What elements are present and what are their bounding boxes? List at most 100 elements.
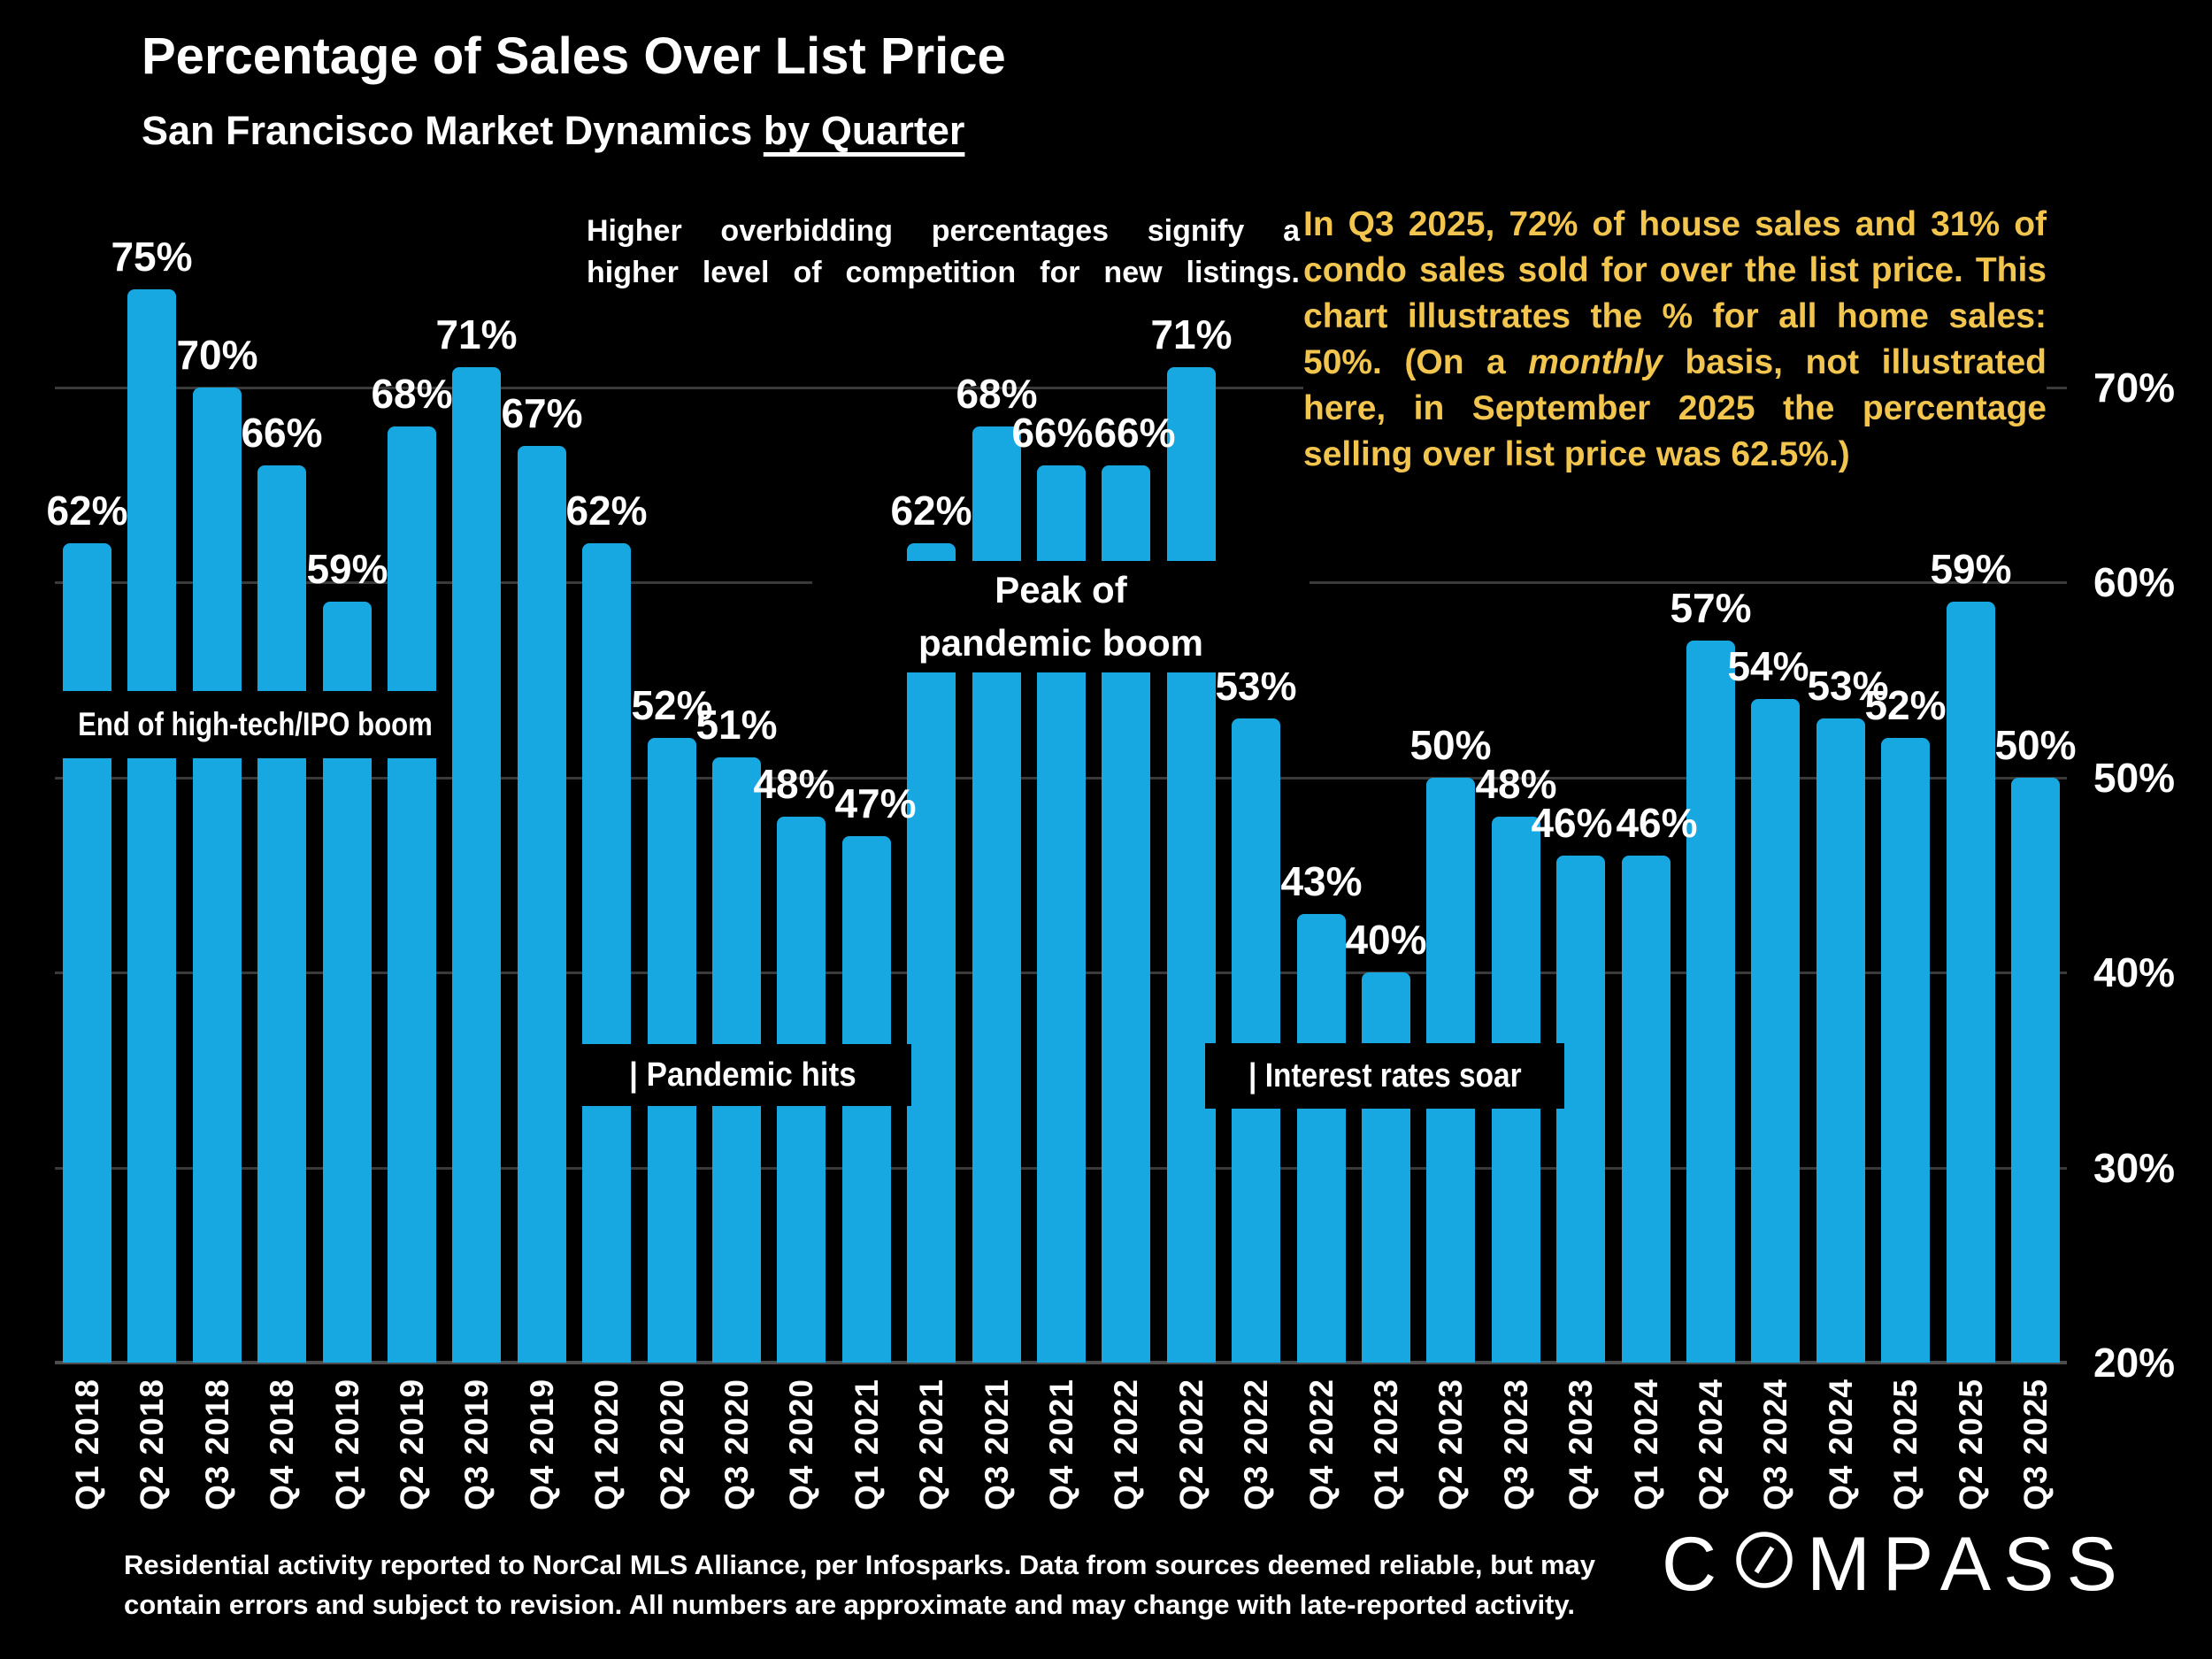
disclaimer-footer: Residential activity reported to NorCal …: [124, 1545, 1595, 1624]
x-axis-label-Q3-2021: Q3 2021: [978, 1379, 1015, 1510]
bar-value-label-Q4-2019: 67%: [501, 390, 583, 436]
y-axis-label-50: 50%: [2093, 755, 2176, 801]
bar-value-label-Q2-2019: 68%: [371, 371, 453, 417]
bar-Q1-2020: [582, 543, 631, 1363]
x-axis-label-Q3-2025: Q3 2025: [2016, 1379, 2054, 1510]
compass-logo-pre: C: [1662, 1521, 1730, 1607]
x-axis-baseline: [55, 1361, 2067, 1364]
page-title: Percentage of Sales Over List Price: [142, 27, 1006, 85]
x-axis-label-Q2-2024: Q2 2024: [1692, 1379, 1729, 1510]
x-axis-label-Q4-2021: Q4 2021: [1042, 1379, 1079, 1510]
bar-value-label-Q4-2018: 66%: [241, 410, 323, 456]
bar-value-label-Q2-2024: 57%: [1670, 585, 1752, 631]
bar-Q4-2022: [1297, 914, 1346, 1363]
overbidding-note-line1: Higher overbidding percentages signify a: [587, 214, 1300, 248]
compass-o-icon: [1729, 1521, 1807, 1609]
overbidding-note-line2: higher level of competition for new list…: [587, 256, 1300, 289]
bar-value-label-Q2-2022: 71%: [1150, 311, 1233, 357]
bar-value-label-Q4-2021: 66%: [1011, 410, 1094, 456]
x-axis-label-Q4-2023: Q4 2023: [1562, 1379, 1599, 1510]
bar-value-label-Q3-2025: 50%: [1994, 722, 2077, 768]
bar-Q2-2022: [1167, 367, 1216, 1363]
commentary-part2: basis, not illustrated here, in Septembe…: [1303, 343, 2047, 473]
annotation-interest-rates-soar: | Interest rates soar: [1205, 1043, 1564, 1109]
bar-value-label-Q4-2023: 46%: [1531, 800, 1613, 846]
bar-value-label-Q2-2021: 62%: [890, 488, 972, 534]
y-axis-label-70: 70%: [2093, 365, 2176, 411]
bar-value-label-Q3-2024: 54%: [1727, 643, 1809, 689]
bar-Q1-2023: [1362, 972, 1410, 1363]
bar-Q1-2018: [63, 543, 111, 1363]
q3-2025-commentary: In Q3 2025, 72% of house sales and 31% o…: [1303, 202, 2047, 478]
subtitle-prefix: San Francisco Market Dynamics: [142, 108, 764, 153]
bar-value-label-Q3-2021: 68%: [956, 371, 1038, 417]
x-axis-label-Q3-2022: Q3 2022: [1237, 1379, 1274, 1510]
x-axis-label-Q1-2018: Q1 2018: [68, 1379, 105, 1510]
x-axis-label-Q1-2020: Q1 2020: [588, 1379, 625, 1510]
annotation-peak-line2: pandemic boom: [918, 622, 1204, 664]
compass-logo-post: MPASS: [1807, 1521, 2130, 1607]
x-axis-label-Q2-2018: Q2 2018: [133, 1379, 170, 1510]
x-axis-label-Q2-2023: Q2 2023: [1432, 1379, 1469, 1510]
x-axis-label-Q4-2022: Q4 2022: [1302, 1379, 1340, 1510]
bar-Q3-2024: [1751, 699, 1800, 1363]
bar-value-label-Q4-2024: 53%: [1807, 663, 1889, 709]
disclaimer-line2: contain errors and subject to revision. …: [124, 1589, 1575, 1620]
bar-Q4-2023: [1556, 856, 1605, 1363]
x-axis-label-Q3-2019: Q3 2019: [457, 1379, 495, 1510]
disclaimer-line1: Residential activity reported to NorCal …: [124, 1549, 1595, 1580]
x-axis-label-Q4-2024: Q4 2024: [1822, 1379, 1859, 1510]
y-axis-label-20: 20%: [2093, 1340, 2176, 1386]
bar-Q4-2018: [257, 465, 306, 1363]
x-axis-label-Q2-2025: Q2 2025: [1952, 1379, 1989, 1510]
y-axis-label-30: 30%: [2093, 1145, 2176, 1191]
x-axis-label-Q4-2018: Q4 2018: [263, 1379, 300, 1510]
bar-value-label-Q1-2024: 46%: [1616, 800, 1698, 846]
x-axis-label-Q2-2020: Q2 2020: [653, 1379, 690, 1510]
x-axis-label-Q2-2021: Q2 2021: [912, 1379, 949, 1510]
overbidding-note: Higher overbidding percentages signify a…: [587, 211, 1300, 294]
bar-value-label-Q2-2025: 59%: [1930, 546, 2012, 592]
gridline-70: [55, 387, 2067, 389]
annotation-pandemic-hits: | Pandemic hits: [573, 1044, 911, 1106]
bar-value-label-Q3-2018: 70%: [176, 332, 258, 378]
commentary-italic-word: monthly: [1528, 343, 1663, 381]
bar-value-label-Q1-2018: 62%: [46, 488, 128, 534]
x-axis-label-Q3-2024: Q3 2024: [1756, 1379, 1793, 1510]
annotation-ipo-boom-label: End of high-tech/IPO boom: [77, 706, 433, 742]
annotation-peak-pandemic-boom: Peak of pandemic boom: [812, 561, 1310, 672]
bar-value-label-Q4-2022: 43%: [1280, 858, 1363, 904]
bar-value-label-Q4-2020: 48%: [753, 761, 835, 807]
x-axis-label-Q1-2019: Q1 2019: [328, 1379, 365, 1510]
page-subtitle: San Francisco Market Dynamics by Quarter: [142, 108, 964, 154]
bar-value-label-Q2-2018: 75%: [111, 234, 193, 280]
bar-value-label-Q1-2023: 40%: [1345, 917, 1427, 963]
bar-value-label-Q3-2020: 51%: [695, 702, 778, 748]
subtitle-underlined: by Quarter: [763, 108, 965, 153]
annotation-peak-line1: Peak of: [995, 569, 1127, 611]
bar-Q2-2018: [127, 289, 176, 1363]
x-axis-label-Q3-2020: Q3 2020: [718, 1379, 755, 1510]
annotation-interest-rates-label: | Interest rates soar: [1248, 1056, 1522, 1094]
bar-Q3-2022: [1232, 718, 1280, 1363]
compass-logo: C MPASS: [1662, 1522, 2130, 1607]
bar-value-label-Q1-2021: 47%: [834, 780, 917, 826]
bar-value-label-Q3-2023: 48%: [1475, 761, 1557, 807]
bar-Q2-2019: [388, 426, 436, 1363]
commentary-part1: In Q3 2025, 72% of house sales and 31% o…: [1303, 205, 2047, 381]
annotation-ipo-boom: End of high-tech/IPO boom: [58, 691, 451, 758]
bar-Q4-2024: [1816, 718, 1865, 1363]
bar-value-label-Q1-2019: 59%: [306, 546, 388, 592]
annotation-pandemic-hits-label: | Pandemic hits: [628, 1056, 856, 1094]
x-axis-label-Q1-2023: Q1 2023: [1367, 1379, 1404, 1510]
bar-Q2-2024: [1686, 641, 1735, 1363]
x-axis-label-Q2-2022: Q2 2022: [1172, 1379, 1210, 1510]
x-axis-label-Q4-2019: Q4 2019: [523, 1379, 560, 1510]
y-axis-label-60: 60%: [2093, 559, 2176, 605]
bar-value-label-Q2-2023: 50%: [1409, 722, 1492, 768]
y-axis-label-40: 40%: [2093, 949, 2176, 995]
bar-Q3-2019: [452, 367, 501, 1363]
x-axis-label-Q1-2021: Q1 2021: [848, 1379, 885, 1510]
bar-value-label-Q2-2020: 52%: [631, 682, 713, 728]
